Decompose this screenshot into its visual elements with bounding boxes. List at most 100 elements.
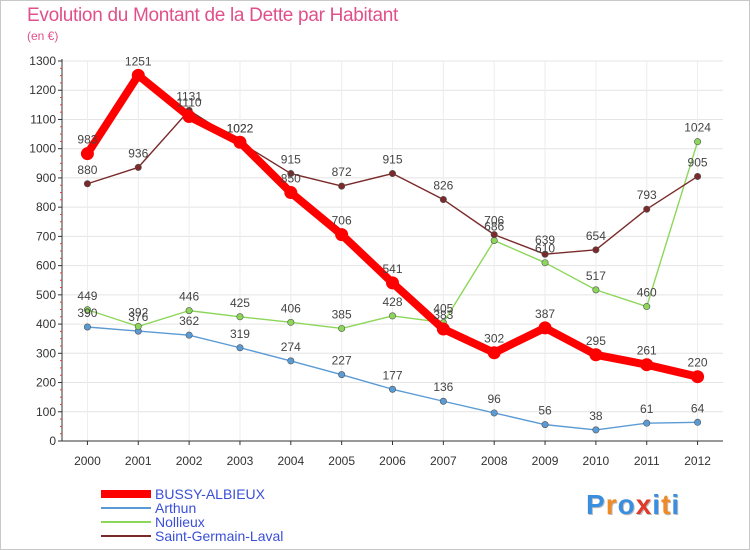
y-tick-label: 0 [49,434,56,448]
data-label: 610 [535,242,555,256]
data-point [640,358,654,372]
logo-letter: x [635,489,653,520]
data-point [538,321,552,335]
y-tick-label: 600 [36,259,56,273]
data-label: 383 [433,308,453,322]
data-point [436,322,450,336]
data-label: 56 [538,404,552,418]
logo-letter: r [605,489,618,520]
data-point [83,180,91,188]
x-tick-label: 2011 [634,454,660,468]
data-point [592,286,600,294]
data-point [490,236,498,244]
data-point [541,250,549,258]
data-point [691,370,705,384]
y-tick-label: 1000 [29,142,56,156]
data-point [541,421,549,429]
logo-letter: o [617,489,636,520]
data-label: 61 [640,402,654,416]
data-point [490,409,498,417]
data-label: 446 [179,290,199,304]
data-label: 686 [484,219,504,233]
data-label: 387 [535,307,555,321]
data-point [338,182,346,190]
data-label: 227 [332,354,352,368]
data-label: 136 [433,380,453,394]
data-label: 905 [688,155,708,169]
y-tick-label: 1300 [29,54,56,68]
data-point [131,68,145,82]
data-point [388,385,396,393]
y-tick-label: 400 [36,317,56,331]
x-tick-label: 2007 [430,454,457,468]
data-point [80,147,94,161]
legend-label: Nollieux [155,514,205,530]
chart-unit-label: (en €) [27,29,59,43]
data-point [643,303,651,311]
data-point [236,344,244,352]
data-label: 936 [128,146,148,160]
data-label: 793 [637,188,657,202]
data-label: 295 [586,334,606,348]
data-label: 449 [77,289,97,303]
data-point [236,313,244,321]
x-tick-label: 2001 [125,454,152,468]
data-point [338,324,346,332]
x-tick-label: 2012 [684,454,711,468]
data-label: 826 [433,179,453,193]
data-label: 428 [382,295,402,309]
data-label: 392 [128,305,148,319]
data-label: 405 [433,302,453,316]
data-label: 385 [332,307,352,321]
data-point [592,246,600,254]
data-label: 376 [128,310,148,324]
data-point [386,276,399,290]
data-label: 706 [484,214,504,228]
legend-label: BUSSY-ALBIEUX [155,486,266,502]
legend-label: Saint-Germain-Laval [155,528,283,544]
x-tick-label: 2010 [583,454,610,468]
data-point [592,426,600,434]
data-label: 406 [281,301,301,315]
x-tick-label: 2003 [227,454,254,468]
data-label: 639 [535,233,555,247]
x-tick-label: 2009 [532,454,559,468]
data-label: 362 [179,314,199,328]
data-point [643,419,651,427]
data-label: 1022 [227,121,254,135]
data-label: 302 [484,332,504,346]
logo-letter: i [671,489,681,520]
y-tick-label: 100 [36,405,56,419]
data-point [541,259,549,267]
data-point [490,231,498,239]
data-point [134,322,142,330]
legend-label: Arthun [155,500,196,516]
x-tick-label: 2004 [277,454,304,468]
data-point [589,348,603,362]
data-point [694,138,702,146]
data-point [338,371,346,379]
x-tick-label: 2002 [176,454,203,468]
data-label: 390 [77,306,97,320]
data-point [284,186,298,200]
y-tick-label: 300 [36,346,56,360]
data-label: 915 [281,153,301,167]
data-label: 880 [77,163,97,177]
data-label: 38 [589,409,603,423]
data-point [182,110,196,124]
data-point [287,357,295,365]
data-point [694,172,702,180]
data-point [83,323,91,331]
data-point [134,163,142,171]
data-label: 654 [586,229,606,243]
data-label: 1024 [684,121,711,135]
data-label: 541 [382,262,402,276]
x-tick-label: 2008 [481,454,508,468]
data-label: 177 [382,368,402,382]
data-label: 706 [332,214,352,228]
data-point [185,331,193,339]
data-point [233,135,247,149]
data-label: 850 [281,172,301,186]
